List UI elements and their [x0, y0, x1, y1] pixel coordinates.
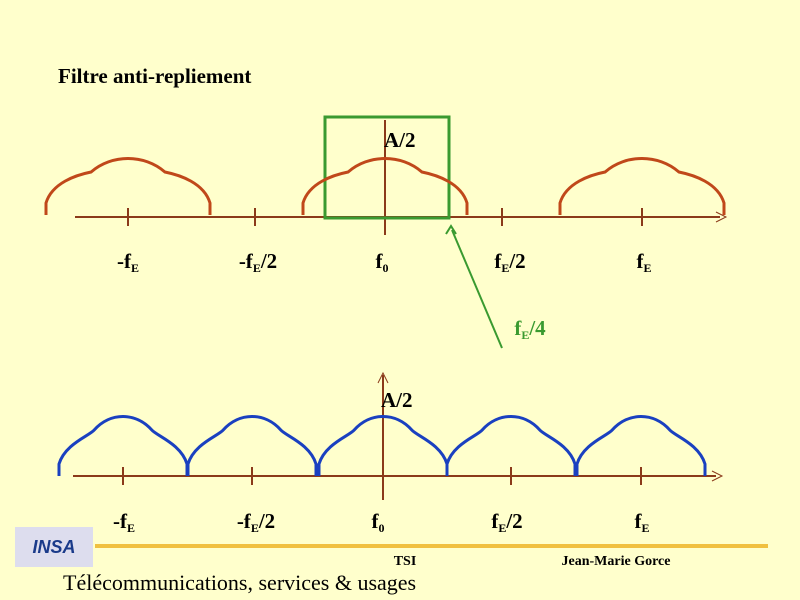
filter-label: fE/4 — [514, 316, 546, 342]
label-part: f — [636, 249, 644, 273]
label-part: E — [498, 521, 506, 535]
label-part: 0 — [379, 521, 385, 535]
aliased-spectrum — [445, 415, 577, 476]
axis-label: f0 — [376, 249, 389, 275]
axis-label: fE — [636, 249, 651, 275]
author: Jean-Marie Gorce — [562, 554, 671, 569]
pointer-head — [445, 224, 457, 235]
aliased-spectrum — [575, 415, 707, 476]
axis-label: -fE — [117, 249, 139, 275]
filter-window — [323, 115, 451, 220]
label-part: E — [251, 521, 259, 535]
label-part: E — [521, 328, 529, 342]
label-part: f — [491, 509, 499, 533]
label-part: -f — [117, 249, 132, 273]
axis-label: fE — [634, 509, 649, 535]
aliased-spectrum — [186, 415, 318, 476]
label-part: 0 — [383, 261, 389, 275]
axis-label: -fE/2 — [237, 509, 275, 535]
label-part: -f — [113, 509, 128, 533]
axis-label: f0 — [372, 509, 385, 535]
label-part: E — [643, 261, 651, 275]
axis-label: fE/2 — [491, 509, 522, 535]
axis-label: -fE/2 — [239, 249, 277, 275]
aliased-spectrum — [57, 415, 189, 476]
axis-label: fE/2 — [494, 249, 525, 275]
logo: INSA — [32, 537, 75, 557]
label-part: f — [514, 316, 522, 340]
logo-box — [15, 527, 93, 567]
axis-arrow — [377, 371, 389, 384]
label-part: /2 — [260, 249, 277, 273]
department: Télécommunications, services & usages — [63, 570, 416, 595]
label-part: E — [641, 521, 649, 535]
axis-arrow — [711, 470, 724, 482]
label-part: /2 — [505, 509, 522, 533]
slide-title: Filtre anti-repliement — [58, 64, 251, 88]
amplitude-label: A/2 — [384, 128, 416, 152]
label-part: -f — [237, 509, 252, 533]
label-part: /2 — [508, 249, 525, 273]
label-part: /2 — [258, 509, 275, 533]
label-part: E — [253, 261, 261, 275]
label-part: f — [494, 249, 502, 273]
axis-label: -fE — [113, 509, 135, 535]
label-part: E — [127, 521, 135, 535]
axis-arrow — [715, 211, 728, 223]
course: TSI — [394, 554, 417, 569]
label-part: -f — [239, 249, 254, 273]
spectrum-replica — [558, 157, 726, 215]
aliased-spectrum — [317, 415, 449, 476]
spectrum-replica — [301, 157, 469, 215]
amplitude-label: A/2 — [381, 388, 413, 412]
label-part: f — [376, 249, 384, 273]
label-part: E — [501, 261, 509, 275]
label-part: E — [131, 261, 139, 275]
label-part: f — [372, 509, 380, 533]
spectrum-replica — [44, 157, 212, 215]
label-part: /4 — [528, 316, 546, 340]
label-part: f — [634, 509, 642, 533]
pointer-arrow — [451, 229, 503, 349]
